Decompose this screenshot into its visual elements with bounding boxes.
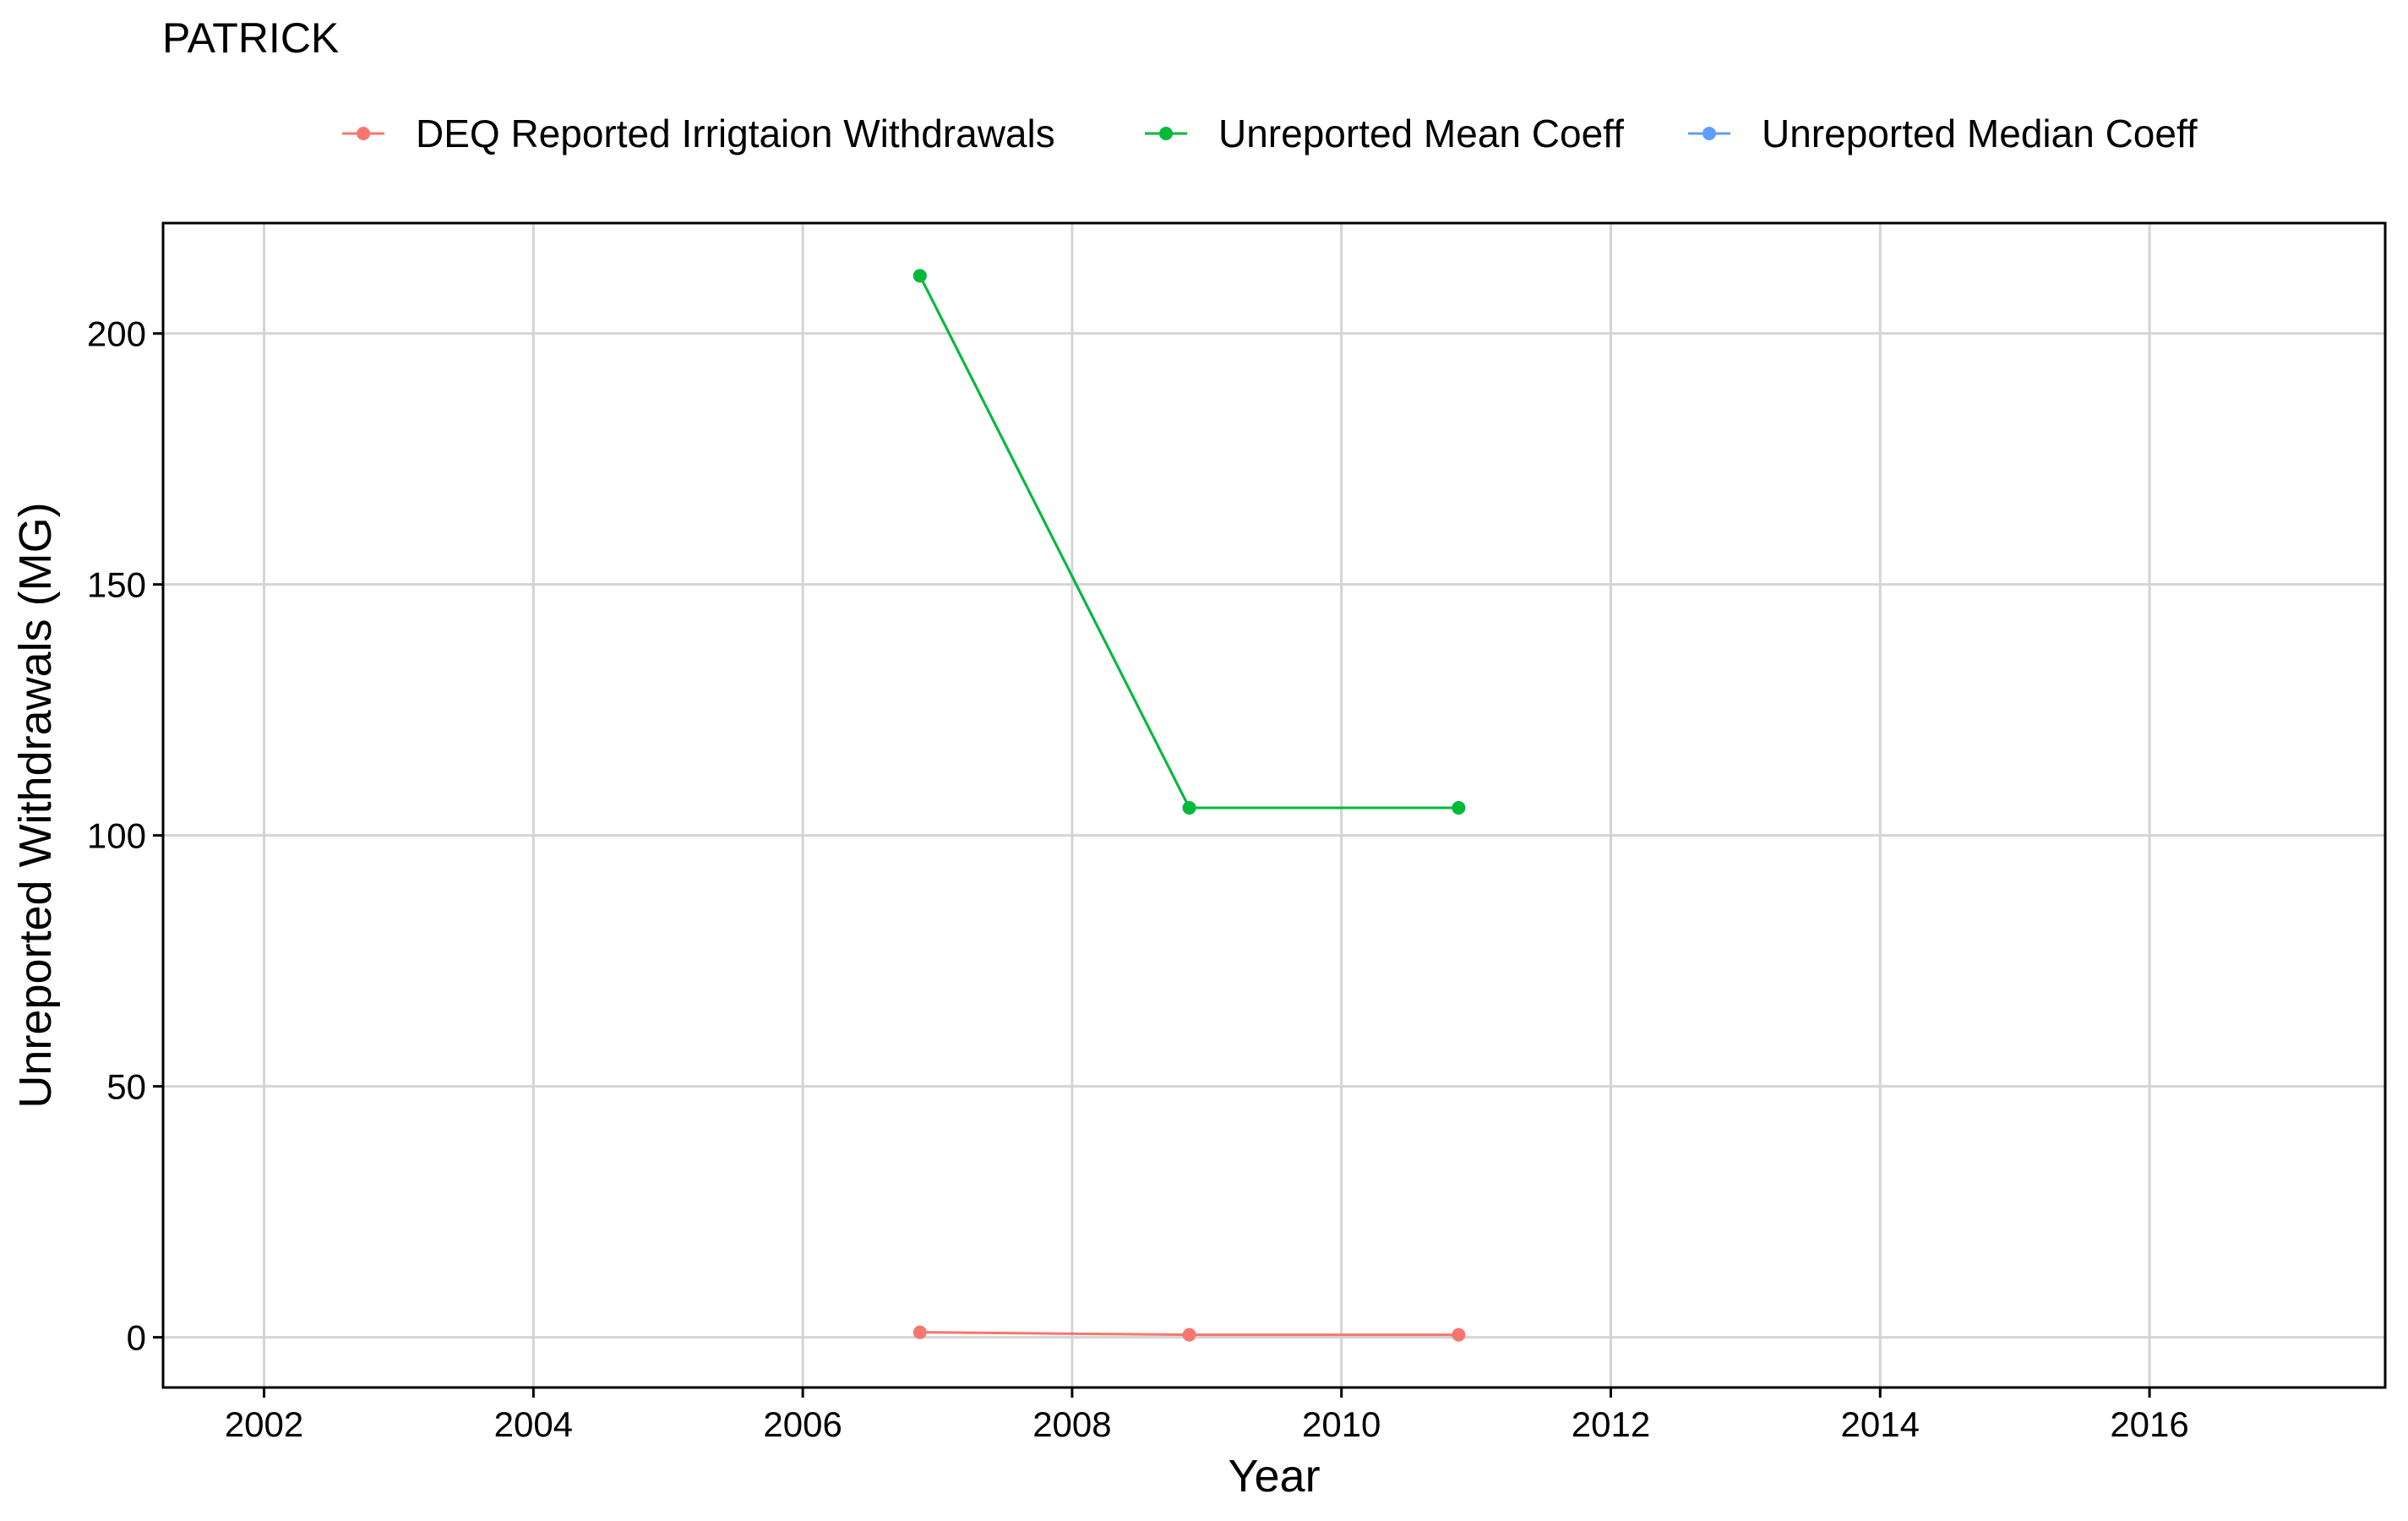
y-tick-label: 100 (87, 816, 146, 856)
legend-key-point (357, 127, 370, 140)
x-tick-label: 2010 (1302, 1404, 1381, 1444)
plot-panel (161, 221, 2387, 1389)
series-line (918, 275, 1459, 810)
y-tick-label: 0 (127, 1318, 146, 1358)
data-point (1452, 800, 1466, 815)
legend-label: DEQ Reported Irrigtaion Withdrawals (416, 112, 1055, 155)
y-axis: 0 50 100 150 200 (87, 314, 163, 1358)
y-tick-label: 150 (87, 565, 146, 605)
x-tick-label: 2008 (1032, 1404, 1111, 1444)
data-point (1182, 1327, 1196, 1342)
x-tick-label: 2004 (494, 1404, 573, 1444)
legend-label: Unreported Mean Coeff (1218, 112, 1624, 155)
y-tick-label: 200 (87, 314, 146, 354)
legend-item: DEQ Reported Irrigtaion Withdrawals (342, 112, 1055, 155)
series-line (918, 275, 1459, 810)
legend-key-point (1159, 127, 1173, 140)
legend-item: Unreported Mean Coeff (1145, 112, 1624, 155)
grid (163, 223, 2385, 1387)
y-tick-label: 50 (106, 1067, 146, 1107)
x-tick-label: 2002 (225, 1404, 303, 1444)
chart-title: PATRICK (162, 14, 339, 62)
x-axis-title: Year (1228, 1451, 1320, 1502)
legend-item: Unreported Median Coeff (1688, 112, 2198, 155)
data-point (1452, 1327, 1466, 1342)
data-point (913, 269, 927, 283)
data-point (1182, 800, 1196, 815)
x-tick-label: 2014 (1841, 1404, 1920, 1444)
data-point (913, 1325, 927, 1339)
x-tick-label: 2016 (2110, 1404, 2188, 1444)
series-layer (913, 269, 1466, 1342)
x-tick-label: 2006 (763, 1404, 842, 1444)
y-axis-title: Unreported Withdrawals (MG) (10, 502, 61, 1108)
x-tick-label: 2012 (1572, 1404, 1650, 1444)
legend-label: Unreported Median Coeff (1762, 112, 2198, 155)
legend-key-point (1702, 127, 1716, 140)
legend: DEQ Reported Irrigtaion Withdrawals Unrep… (342, 112, 2198, 155)
x-axis: 2002 2004 2006 2008 2010 2012 2014 2016 (225, 1387, 2189, 1444)
